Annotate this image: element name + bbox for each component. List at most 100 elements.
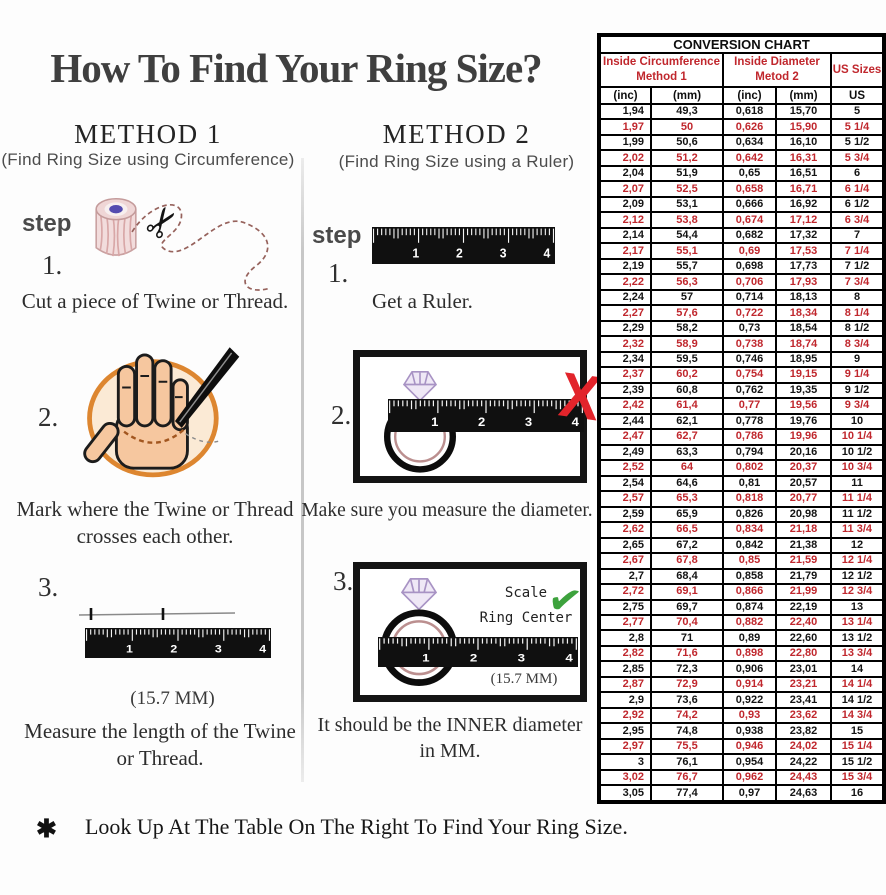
table-cell: 53,8 xyxy=(650,211,724,229)
table-cell: 17,12 xyxy=(775,211,832,229)
table-cell: 13 1/2 xyxy=(829,629,886,647)
table-cell: 61,4 xyxy=(650,397,724,415)
table-row: 2,95 74,8 0,938 23,82 15 xyxy=(598,722,886,740)
table-cell: 24,02 xyxy=(775,737,832,756)
svg-text:3: 3 xyxy=(525,416,532,429)
table-cell: 68,4 xyxy=(650,567,724,586)
table-title: CONVERSION CHART xyxy=(597,34,886,54)
table-cell: 15,70 xyxy=(775,102,832,121)
table-cell: 23,41 xyxy=(775,691,832,709)
table-cell: 5 xyxy=(829,102,886,121)
table-cell: 0,866 xyxy=(722,582,777,601)
table-cell: 2,49 xyxy=(598,443,652,462)
table-cell: 10 3/4 xyxy=(829,459,886,477)
footnote: ✱ Look Up At The Table On The Right To F… xyxy=(36,814,628,844)
table-group-row: Inside Circumference Method 1 Inside Diame… xyxy=(598,52,886,88)
check-icon: ✔ xyxy=(544,576,586,626)
ruler-icon: 1 2 3 4 xyxy=(372,227,555,264)
table-cell: 0,818 xyxy=(722,490,777,508)
table-cell: 0,898 xyxy=(722,644,777,663)
table-cell: 0,738 xyxy=(722,335,777,353)
table-cell: 7 1/2 xyxy=(829,257,886,276)
table-cell: 2,12 xyxy=(598,211,652,229)
table-cell: 2,52 xyxy=(598,459,652,477)
table-cell: 0,69 xyxy=(722,242,777,260)
table-cell: 1,99 xyxy=(598,133,652,152)
table-cell: 76,1 xyxy=(650,753,724,771)
table-cell: 2,22 xyxy=(598,273,652,291)
page-title: How To Find Your Ring Size? xyxy=(50,45,542,91)
table-cell: 2,17 xyxy=(598,242,652,260)
table-row: 2,92 74,2 0,93 23,62 14 3/4 xyxy=(598,706,886,725)
table-cell: 19,15 xyxy=(775,366,832,384)
method1-step3-caption: Measure the length of the Twine or Threa… xyxy=(24,719,296,771)
table-cell: 2,29 xyxy=(598,319,652,338)
table-cell: 6 xyxy=(829,164,886,183)
table-cell: 7 xyxy=(829,226,886,245)
table-cell: 0,706 xyxy=(722,273,777,291)
table-cell: 13 xyxy=(829,598,886,617)
svg-text:2: 2 xyxy=(456,246,463,260)
table-cell: 2,7 xyxy=(598,567,652,586)
table-cell: 18,13 xyxy=(775,288,832,307)
table-row: 2,65 67,2 0,842 21,38 12 xyxy=(598,536,886,555)
method2-step2-number: 2. xyxy=(331,400,352,430)
table-cell: 19,56 xyxy=(775,397,832,415)
table-cell: 0,754 xyxy=(722,366,777,384)
table-cell: 66,5 xyxy=(650,521,724,539)
table-cell: 69,7 xyxy=(650,598,724,617)
table-cell: 0,77 xyxy=(722,397,777,415)
table-row: 3,02 76,7 0,962 24,43 15 3/4 xyxy=(598,768,886,787)
table-cell: 17,32 xyxy=(775,226,832,245)
table-row: 1,99 50,6 0,634 16,10 5 1/2 xyxy=(598,133,886,152)
table-cell: 6 3/4 xyxy=(829,211,886,229)
table-row: 2,34 59,5 0,746 18,95 9 xyxy=(598,350,886,369)
table-row: 1,94 49,3 0,618 15,70 5 xyxy=(598,102,886,121)
table-row: 2,27 57,6 0,722 18,34 8 1/4 xyxy=(598,304,886,322)
table-row: 2,32 58,9 0,738 18,74 8 3/4 xyxy=(598,335,886,353)
table-cell: 14 xyxy=(829,660,886,678)
scale-line1: Scale xyxy=(504,585,548,601)
table-cell: 2,97 xyxy=(598,737,652,756)
svg-text:2: 2 xyxy=(478,416,485,429)
table-cell: 2,87 xyxy=(598,675,652,694)
table-cell: 62,1 xyxy=(650,412,724,431)
table-cell: 2,57 xyxy=(598,490,652,508)
table-cell: 12 1/4 xyxy=(829,552,886,570)
table-row: 2,02 51,2 0,642 16,31 5 3/4 xyxy=(598,149,886,167)
table-cell: 50,6 xyxy=(650,133,724,152)
table-cell: 6 1/4 xyxy=(829,180,886,198)
scale-ring-center-label: Scale Ring Center xyxy=(474,581,578,631)
method1-step3-number: 3. xyxy=(38,572,59,602)
table-cell: 1,97 xyxy=(598,118,652,137)
table-cell: 2,04 xyxy=(598,164,652,183)
table-cell: 23,21 xyxy=(775,675,832,694)
asterisk-icon: ✱ xyxy=(36,815,57,843)
table-row: 2,49 63,3 0,794 20,16 10 1/2 xyxy=(598,443,886,462)
table-cell: 2,82 xyxy=(598,644,652,663)
svg-text:4: 4 xyxy=(259,644,267,655)
table-cell: 8 xyxy=(829,288,886,307)
diamond-ring-icon xyxy=(368,571,470,687)
table-cell: 2,02 xyxy=(598,149,652,167)
table-cell: 51,2 xyxy=(650,149,724,167)
table-cell: 0,626 xyxy=(722,118,777,137)
table-cell: 17,73 xyxy=(775,257,832,276)
method2-step3-note: (15.7 MM) xyxy=(490,671,558,687)
table-cell: 2,59 xyxy=(598,505,652,524)
svg-text:1: 1 xyxy=(412,246,419,260)
table-cell: 0,802 xyxy=(722,459,777,477)
table-row: 2,9 73,6 0,922 23,41 14 1/2 xyxy=(598,691,886,709)
table-row: 2,39 60,8 0,762 19,35 9 1/2 xyxy=(598,381,886,400)
table-cell: 0,834 xyxy=(722,521,777,539)
table-cell: 0,938 xyxy=(722,722,777,740)
table-cell: 16 xyxy=(829,784,886,803)
hand-illustration xyxy=(78,336,246,488)
table-cell: 24,63 xyxy=(775,784,832,803)
method1-subtitle: (Find Ring Size using Circumference) xyxy=(1,150,295,169)
table-row: 2,09 53,1 0,666 16,92 6 1/2 xyxy=(598,195,886,214)
table-cell: 5 3/4 xyxy=(829,149,886,167)
table-cell: 0,89 xyxy=(722,629,777,647)
table-cell: 24,22 xyxy=(775,753,832,771)
